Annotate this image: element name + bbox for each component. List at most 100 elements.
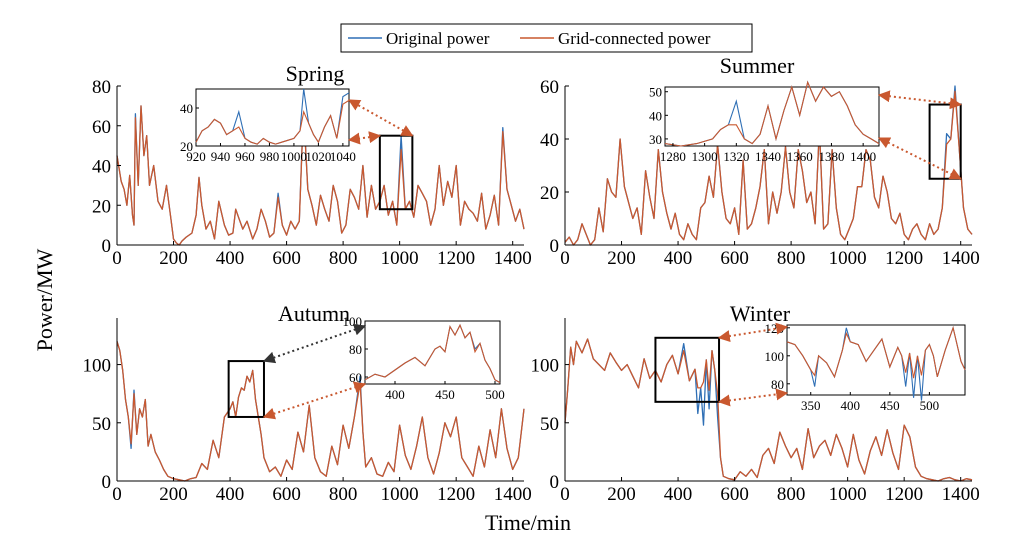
x-tick-label-winter: 0	[560, 484, 570, 505]
inset-y-tick-label-summer: 30	[649, 132, 662, 147]
y-tick-label-summer: 20	[540, 183, 559, 204]
y-tick-label-summer: 40	[540, 130, 559, 151]
x-tick-label-winter: 400	[664, 484, 693, 505]
inset-y-tick-label-autumn: 80	[349, 342, 362, 357]
inset-series-grid-spring	[195, 99, 350, 145]
x-tick-label-summer: 400	[664, 248, 693, 269]
inset-x-tick-label-spring: 940	[211, 149, 231, 164]
inset-y-tick-label-summer: 50	[649, 85, 662, 100]
x-tick-label-spring: 200	[159, 248, 188, 269]
legend: Original power Grid-connected power	[340, 23, 753, 53]
inset-x-tick-label-winter: 350	[801, 398, 821, 413]
inset-x-tick-label-spring: 1000	[281, 149, 307, 164]
x-tick-label-winter: 1000	[829, 484, 867, 505]
inset-y-tick-label-winter: 80	[771, 377, 784, 392]
inset-y-tick-label-spring: 40	[180, 101, 193, 116]
y-tick-label-spring: 40	[92, 157, 111, 178]
x-tick-label-spring: 1400	[494, 248, 532, 269]
zoom-connector-winter	[717, 322, 789, 343]
inset-x-tick-label-summer: 1380	[818, 149, 844, 164]
x-tick-label-summer: 1400	[942, 248, 980, 269]
y-tick-label-autumn: 0	[102, 472, 112, 493]
x-tick-label-summer: 1000	[829, 248, 867, 269]
x-tick-label-summer: 0	[560, 248, 570, 269]
x-tick-label-winter: 1200	[885, 484, 923, 505]
x-tick-label-spring: 1000	[381, 248, 419, 269]
y-tick-label-summer: 0	[550, 236, 560, 257]
inset-y-tick-label-spring: 20	[180, 139, 193, 154]
panel-spring: 0 200 400 600 800 1000 1200 1400 0 20 40 60 80 920 940…	[92, 77, 532, 269]
inset-x-tick-label-winter: 450	[880, 398, 900, 413]
x-tick-label-winter: 1400	[942, 484, 980, 505]
inset-x-tick-label-spring: 920	[186, 149, 206, 164]
y-tick-label-spring: 0	[102, 236, 112, 257]
inset-y-tick-label-winter: 100	[765, 349, 785, 364]
x-tick-label-summer: 600	[720, 248, 749, 269]
inset-y-tick-label-summer: 40	[649, 108, 662, 123]
x-tick-label-summer: 800	[777, 248, 806, 269]
panel-title-winter: Winter	[730, 301, 791, 326]
legend-label-grid: Grid-connected power	[558, 29, 711, 48]
y-tick-label-winter: 0	[550, 472, 560, 493]
inset-x-tick-label-summer: 1360	[787, 149, 813, 164]
x-tick-label-autumn: 1400	[494, 484, 532, 505]
y-tick-label-autumn: 50	[92, 414, 111, 435]
panel-title-summer: Summer	[720, 53, 795, 78]
y-tick-label-summer: 60	[540, 77, 559, 98]
x-tick-label-summer: 200	[607, 248, 636, 269]
y-tick-label-autumn: 100	[83, 356, 112, 377]
x-tick-label-spring: 800	[329, 248, 358, 269]
inset-series-grid-summer	[664, 80, 880, 147]
zoom-connector-summer	[877, 90, 962, 110]
inset-x-tick-label-autumn: 400	[385, 387, 405, 402]
y-tick-label-winter: 50	[540, 414, 559, 435]
x-tick-label-spring: 600	[272, 248, 301, 269]
y-tick-label-spring: 60	[92, 117, 111, 138]
zoom-box-winter	[654, 336, 721, 403]
panel-winter: 0 200 400 600 800 1000 1200 1400 0 50 100 350 400 450…	[531, 318, 980, 505]
inset-x-tick-label-spring: 1020	[305, 149, 331, 164]
x-tick-label-winter: 800	[777, 484, 806, 505]
zoom-connector-summer	[877, 137, 962, 180]
inset-x-tick-label-summer: 1400	[850, 149, 876, 164]
x-tick-label-autumn: 1200	[437, 484, 475, 505]
x-tick-label-spring: 1200	[437, 248, 475, 269]
y-tick-label-spring: 20	[92, 196, 111, 217]
x-tick-label-autumn: 200	[159, 484, 188, 505]
inset-x-tick-label-summer: 1280	[660, 149, 686, 164]
zoom-connector-winter	[717, 388, 789, 407]
panel-autumn: 0 200 400 600 800 1000 1200 1400 0 50 100 400 450 500…	[83, 314, 532, 505]
inset-x-tick-label-autumn: 500	[485, 387, 505, 402]
inset-series-grid-winter	[786, 325, 966, 379]
inset-frame-winter	[786, 324, 966, 396]
inset-x-tick-label-spring: 960	[235, 149, 255, 164]
inset-x-tick-label-winter: 500	[920, 398, 940, 413]
inset-x-tick-label-summer: 1340	[755, 149, 781, 164]
inset-series-grid-autumn	[364, 323, 501, 384]
series-grid-winter	[564, 338, 973, 482]
inset-x-tick-label-spring: 980	[260, 149, 280, 164]
panel-title-autumn: Autumn	[278, 301, 350, 326]
zoom-connector-spring	[347, 131, 382, 145]
inset-y-tick-label-autumn: 60	[349, 370, 362, 385]
series-grid-autumn	[116, 341, 525, 482]
x-axis-label: Time/min	[485, 510, 571, 535]
inset-x-tick-label-winter: 400	[841, 398, 861, 413]
y-tick-label-spring: 80	[92, 77, 111, 98]
inset-x-tick-label-summer: 1300	[692, 149, 718, 164]
x-tick-label-spring: 400	[216, 248, 245, 269]
x-tick-label-autumn: 800	[329, 484, 358, 505]
y-axis-label: Power/MW	[32, 248, 57, 351]
inset-x-tick-label-summer: 1320	[723, 149, 749, 164]
x-tick-label-autumn: 1000	[381, 484, 419, 505]
inset-y-tick-label-autumn: 100	[343, 314, 363, 329]
inset-frame-spring	[195, 88, 350, 147]
x-tick-label-autumn: 600	[272, 484, 301, 505]
x-tick-label-autumn: 400	[216, 484, 245, 505]
legend-label-original: Original power	[386, 29, 490, 48]
panel-title-spring: Spring	[286, 61, 345, 86]
inset-x-tick-label-autumn: 450	[435, 387, 455, 402]
x-tick-label-summer: 1200	[885, 248, 923, 269]
